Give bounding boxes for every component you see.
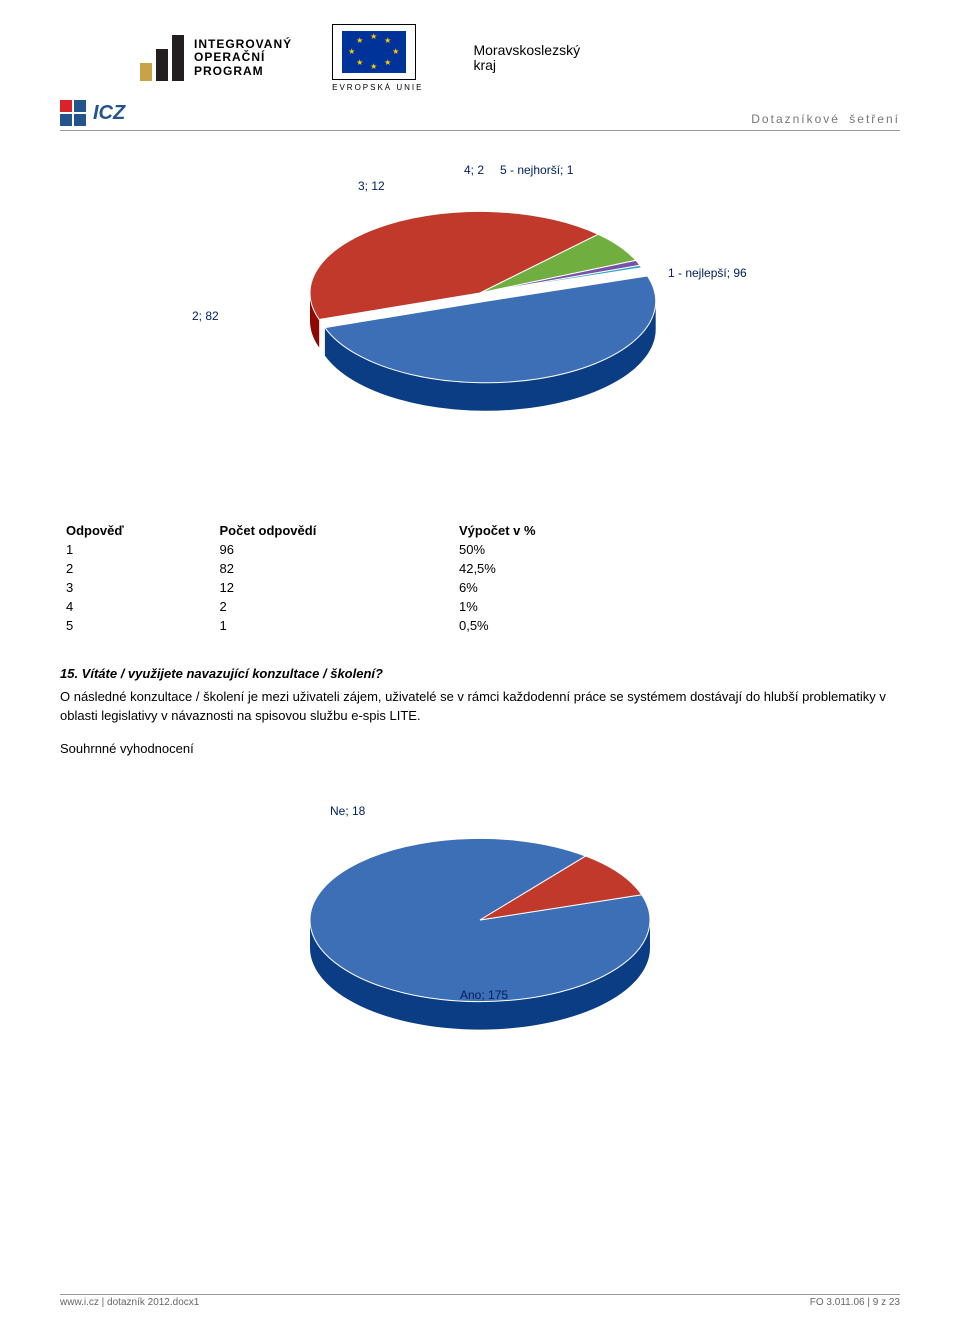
table-cell: 0,5% <box>453 616 648 635</box>
header-logos: INTEGROVANÝ OPERAČNÍ PROGRAM ★ ★ ★ ★ ★ ★… <box>140 24 900 92</box>
footer-left: www.i.cz | dotazník 2012.docx1 <box>60 1297 199 1308</box>
icz-logo: ICZ <box>60 100 125 126</box>
table-cell: 1% <box>453 597 648 616</box>
chart-label: 4; 2 <box>464 163 484 177</box>
table-row: 28242,5% <box>60 559 648 578</box>
table-cell: 12 <box>214 578 453 597</box>
msk-line2: kraj <box>473 58 580 73</box>
chart-label: Ne; 18 <box>330 804 365 818</box>
table-cell: 1 <box>60 540 214 559</box>
iop-line3: PROGRAM <box>194 65 292 78</box>
results-table: OdpověďPočet odpovědíVýpočet v % 19650%2… <box>60 521 648 635</box>
table-cell: 6% <box>453 578 648 597</box>
question-15: 15. Vítáte / využijete navazující konzul… <box>60 665 900 758</box>
question-title: 15. Vítáte / využijete navazující konzul… <box>60 665 900 684</box>
table-cell: 50% <box>453 540 648 559</box>
table-header: Odpověď <box>60 521 214 540</box>
chart-label: 5 - nejhorší; 1 <box>500 163 573 177</box>
table-row: 19650% <box>60 540 648 559</box>
table-cell: 3 <box>60 578 214 597</box>
table-header: Výpočet v % <box>453 521 648 540</box>
table-row: 3126% <box>60 578 648 597</box>
table-cell: 4 <box>60 597 214 616</box>
table-cell: 2 <box>214 597 453 616</box>
table-cell: 5 <box>60 616 214 635</box>
table-row: 421% <box>60 597 648 616</box>
footer-right: FO 3.011.06 | 9 z 23 <box>810 1297 900 1308</box>
subheader: ICZ Dotazníkové šetření <box>60 100 900 131</box>
iop-text: INTEGROVANÝ OPERAČNÍ PROGRAM <box>194 38 292 78</box>
table-cell: 42,5% <box>453 559 648 578</box>
eu-flag-icon: ★ ★ ★ ★ ★ ★ ★ ★ <box>332 24 416 80</box>
msk-line1: Moravskoslezský <box>473 43 580 58</box>
chart-label: Ano; 175 <box>460 988 508 1002</box>
msk-text: Moravskoslezský kraj <box>473 43 580 74</box>
icz-text: ICZ <box>93 102 125 125</box>
table-header: Počet odpovědí <box>214 521 453 540</box>
logo-eu: ★ ★ ★ ★ ★ ★ ★ ★ EVROPSKÁ UNIE <box>332 24 423 92</box>
chart2-pie: Ne; 18 Ano; 175 <box>60 788 900 1088</box>
table-cell: 96 <box>214 540 453 559</box>
page-footer: www.i.cz | dotazník 2012.docx1 FO 3.011.… <box>60 1294 900 1308</box>
eu-label: EVROPSKÁ UNIE <box>332 83 423 92</box>
chart-label: 3; 12 <box>358 179 385 193</box>
question-body: O následné konzultace / školení je mezi … <box>60 688 900 726</box>
chart-label: 2; 82 <box>192 309 219 323</box>
table-cell: 1 <box>214 616 453 635</box>
table-cell: 2 <box>60 559 214 578</box>
chart1-pie: 1 - nejlepší; 96 2; 82 3; 12 4; 2 5 - nejhor… <box>60 161 900 501</box>
chart-label: 1 - nejlepší; 96 <box>668 266 747 280</box>
iop-line2: OPERAČNÍ <box>194 51 292 64</box>
summary-label: Souhrnné vyhodnocení <box>60 740 900 759</box>
logo-msk: Moravskoslezský kraj <box>463 43 580 74</box>
table-row: 510,5% <box>60 616 648 635</box>
iop-bars-icon <box>140 35 184 81</box>
table-cell: 82 <box>214 559 453 578</box>
logo-iop: INTEGROVANÝ OPERAČNÍ PROGRAM <box>140 35 292 81</box>
page-subtitle: Dotazníkové šetření <box>751 112 900 126</box>
